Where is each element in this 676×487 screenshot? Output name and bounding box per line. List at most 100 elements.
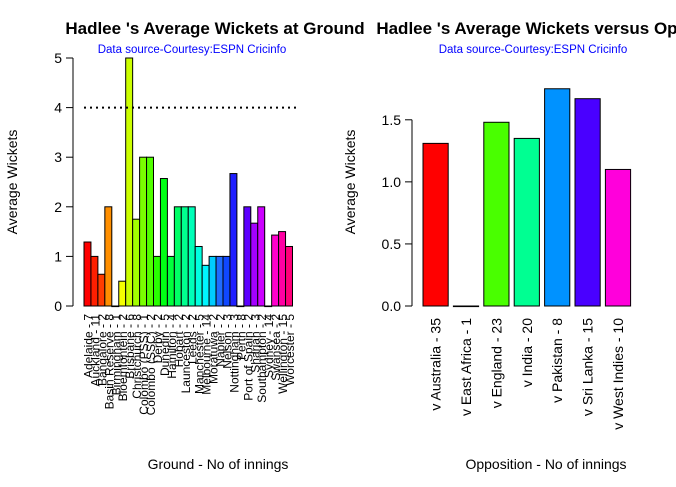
- opposition-bar: [574, 98, 601, 307]
- ground-bar: [104, 206, 113, 307]
- ground-y-tick-label: 1: [54, 248, 62, 264]
- opposition-bar: [452, 305, 480, 308]
- ground-x-tick-label: Perth - 8: [234, 314, 248, 360]
- ground-bar: [208, 255, 217, 307]
- ground-chart-subtitle: Data source-Courtesy:ESPN Cricinfo: [98, 44, 287, 56]
- ground-y-tick-label: 3: [54, 149, 62, 165]
- ground-chart-y-axis: 0 1 2 3 4 5: [54, 50, 74, 314]
- opposition-x-tick-label: v India - 20: [519, 318, 535, 387]
- ground-x-tick-label: Colombo (PSS) - 1: [137, 314, 151, 415]
- ground-bar: [146, 156, 155, 307]
- ground-x-tick-label: Launceston - 2: [179, 314, 193, 394]
- ground-bar: [125, 57, 134, 307]
- opposition-bar: [422, 142, 449, 307]
- ground-chart-bars: [83, 57, 293, 308]
- ground-x-tick-label: Birmingham - 1: [109, 314, 123, 396]
- ground-bar: [243, 206, 252, 307]
- opposition-x-tick-label: v Sri Lanka - 15: [580, 318, 596, 416]
- opposition-bar: [483, 121, 510, 307]
- ground-x-tick-label: Wellington - 15: [276, 314, 290, 394]
- ground-bar: [236, 305, 245, 308]
- opposition-bar: [544, 88, 571, 307]
- ground-x-tick-label: Adelaide - 7: [81, 314, 95, 378]
- ground-bar: [153, 255, 161, 307]
- ground-x-tick-label: Port of Spain - 2: [241, 314, 255, 401]
- ground-x-tick-label: Worcester - 5: [283, 314, 297, 386]
- ground-bar: [83, 241, 92, 307]
- opposition-x-tick-label: v East Africa - 1: [458, 318, 474, 416]
- ground-bar: [166, 255, 175, 307]
- ground-y-tick-label: 4: [54, 100, 62, 116]
- ground-bar: [271, 234, 280, 307]
- ground-x-tick-label: Brisbane - 6: [123, 314, 137, 379]
- opposition-chart-xlabel: Opposition - No of innings: [465, 456, 626, 472]
- opposition-x-tick-label: v West Indies - 10: [610, 318, 626, 430]
- ground-chart-ylabel: Average Wickets: [4, 130, 20, 235]
- ground-chart-xlabel: Ground - No of innings: [148, 456, 289, 472]
- ground-bar: [264, 305, 273, 308]
- ground-bar: [139, 156, 148, 307]
- ground-bar: [285, 245, 293, 307]
- ground-x-tick-label: Sharjah - 3: [248, 314, 262, 373]
- opposition-bar: [513, 137, 540, 307]
- opposition-y-tick-label: 0.5: [382, 236, 402, 252]
- ground-bar: [229, 173, 238, 307]
- ground-bar: [201, 264, 210, 307]
- ground-x-tick-label: Colombo (SSC) - 2: [144, 314, 158, 416]
- ground-x-tick-label: Auckland - 11: [88, 314, 102, 387]
- ground-chart-title: Hadlee 's Average Wickets at Ground: [65, 19, 364, 38]
- opposition-chart-y-axis: 0.0 0.5 1.0 1.5: [382, 112, 413, 314]
- ground-x-tick-label: Leeds - 2: [186, 314, 200, 364]
- ground-chart-panel: Hadlee 's Average Wickets at Ground Data…: [4, 19, 365, 472]
- opposition-chart-ylabel: Average Wickets: [342, 130, 358, 235]
- ground-x-tick-label: Swansea - 2: [269, 314, 283, 381]
- ground-bar: [97, 273, 106, 307]
- opposition-chart-title: Hadlee 's Average Wickets versus Opposit…: [376, 19, 676, 38]
- ground-x-tick-label: Moratuwa - 2: [207, 314, 221, 384]
- ground-bar: [132, 218, 141, 307]
- ground-y-tick-label: 5: [54, 50, 62, 66]
- ground-x-tick-label: Manchester - 5: [193, 314, 207, 394]
- ground-x-tick-label: Christchurch - 8: [130, 314, 144, 399]
- opposition-chart-subtitle: Data source-Courtesy:ESPN Cricinfo: [439, 44, 628, 56]
- opposition-chart-bars: [422, 88, 632, 308]
- ground-bar: [222, 255, 231, 307]
- opposition-y-tick-label: 1.5: [382, 112, 402, 128]
- opposition-x-tick-label: v Pakistan - 8: [549, 318, 565, 403]
- ground-x-tick-label: Hamilton - 4: [165, 314, 179, 379]
- ground-x-tick-label: Melbourne - 14: [200, 314, 214, 395]
- ground-x-tick-label: Napier - 2: [214, 314, 228, 367]
- opposition-bar: [604, 168, 632, 307]
- ground-x-tick-label: Bangalore - 2: [95, 314, 109, 386]
- ground-bar: [159, 178, 168, 307]
- ground-x-tick-label: Nottingham - 3: [227, 314, 241, 393]
- opposition-chart-x-tick-labels: v Australia - 35 v East Africa - 1 v Engla…: [428, 318, 626, 430]
- ground-x-tick-label: Bloemfontein - 2: [116, 314, 130, 402]
- ground-bar: [215, 255, 224, 307]
- opposition-y-tick-label: 1.0: [382, 174, 402, 190]
- opposition-y-tick-label: 0.0: [382, 298, 402, 314]
- ground-y-tick-label: 2: [54, 199, 62, 215]
- opposition-x-tick-label: v Australia - 35: [428, 318, 444, 411]
- ground-x-tick-label: Hobart - 2: [172, 314, 186, 368]
- ground-y-tick-label: 0: [54, 298, 62, 314]
- ground-bar: [173, 206, 182, 307]
- ground-x-tick-label: Derby - 2: [151, 314, 165, 364]
- ground-x-tick-label: Southampton - 2: [255, 314, 269, 403]
- ground-x-tick-label: Dunedin - 5: [158, 314, 172, 376]
- ground-bar: [180, 206, 189, 307]
- ground-bar: [111, 305, 120, 308]
- ground-x-tick-label: Basin Reserve - 8: [102, 314, 116, 410]
- opposition-chart-panel: Hadlee 's Average Wickets versus Opposit…: [342, 19, 676, 472]
- ground-bar: [278, 231, 287, 307]
- opposition-x-tick-label: v England - 23: [488, 318, 504, 408]
- ground-bar: [90, 255, 99, 307]
- ground-bar: [118, 280, 127, 307]
- ground-bar: [187, 206, 196, 307]
- ground-bar: [257, 206, 266, 307]
- ground-bar: [194, 245, 203, 307]
- ground-bar: [250, 222, 259, 307]
